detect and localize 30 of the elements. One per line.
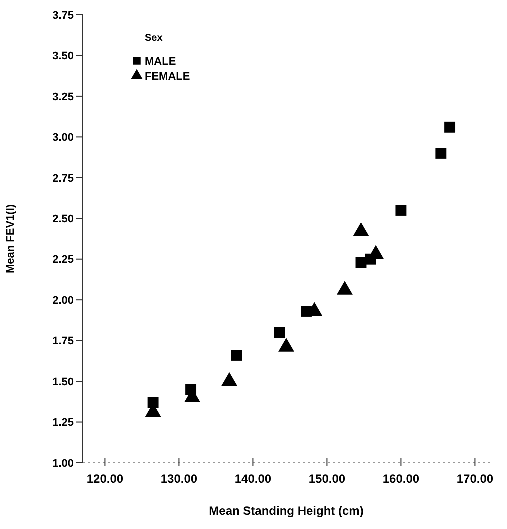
x-tick-label: 130.00: [160, 472, 198, 486]
y-axis-title: Mean FEV1(l): [5, 204, 17, 274]
x-tick-label: 120.00: [86, 472, 124, 486]
point: [396, 205, 407, 216]
x-tick-label: 170.00: [456, 472, 494, 486]
point: [222, 372, 238, 386]
y-tick-label: 1.75: [52, 336, 74, 348]
y-tick-label: 2.25: [52, 254, 74, 266]
x-tick-label: 160.00: [382, 472, 420, 486]
legend-label: MALE: [145, 56, 176, 68]
point: [436, 148, 447, 159]
y-tick-label: 3.50: [52, 50, 74, 63]
y-tick-label: 2.50: [52, 213, 74, 226]
y-tick-label: 1.50: [52, 376, 74, 388]
legend-title: Sex: [145, 33, 164, 44]
legend-label: FEMALE: [145, 71, 190, 83]
point: [356, 257, 367, 268]
y-tick-label: 3.75: [52, 10, 74, 22]
y-tick-label: 3.00: [52, 132, 74, 144]
y-tick-label: 1.00: [52, 458, 74, 470]
point: [278, 338, 294, 352]
y-tick-label: 1.25: [52, 417, 74, 430]
x-axis-title: Mean Standing Height (cm): [209, 504, 364, 518]
x-tick-label: 150.00: [308, 472, 346, 486]
y-tick-label: 3.25: [52, 91, 74, 104]
x-tick-label: 140.00: [234, 472, 272, 486]
point: [336, 281, 353, 295]
y-tick-label: 2.00: [52, 294, 74, 307]
point: [444, 122, 456, 133]
y-tick-label: 2.75: [52, 172, 74, 185]
